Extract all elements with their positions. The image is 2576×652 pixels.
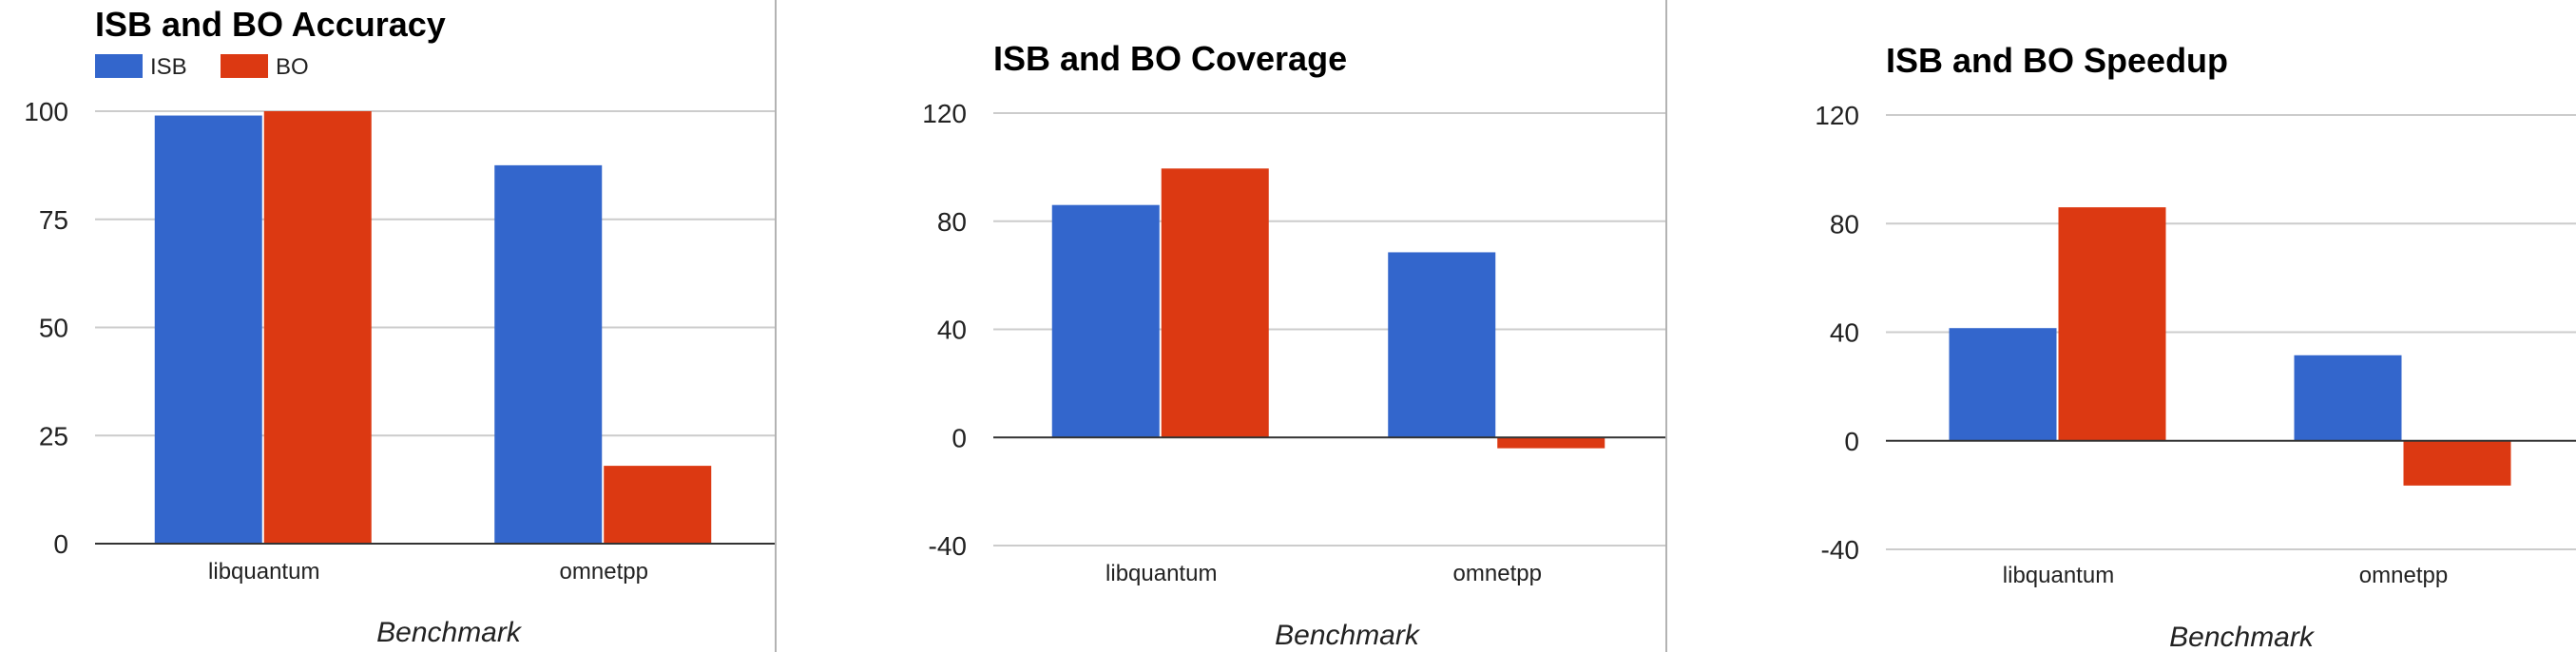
y-tick-label: -40 xyxy=(929,531,967,561)
bar-isb-libquantum xyxy=(1051,204,1160,438)
bar-isb-omnetpp xyxy=(494,164,603,544)
y-tick-label: 100 xyxy=(24,97,68,126)
x-tick-label: omnetpp xyxy=(560,559,648,585)
bars xyxy=(154,111,712,545)
bar-isb-omnetpp xyxy=(2294,355,2402,441)
y-tick-label: 25 xyxy=(39,421,68,451)
bar-bo-libquantum xyxy=(263,111,372,544)
legend-swatch-isb xyxy=(95,54,143,78)
chart-title: ISB and BO Speedup xyxy=(1886,41,2228,80)
coverage-chart-svg: ISB and BO Coverage Benchmark -40 0 40 80 12… xyxy=(922,39,1665,651)
bar-isb-libquantum xyxy=(154,115,262,545)
x-tick-label: omnetpp xyxy=(2359,563,2448,588)
y-tick-label: 75 xyxy=(39,205,68,235)
y-tick-label: 80 xyxy=(937,207,967,237)
y-tick-label: 0 xyxy=(53,529,68,559)
legend-label-isb: ISB xyxy=(150,54,187,80)
y-tick-label: -40 xyxy=(1821,535,1859,565)
gridlines xyxy=(1886,114,2576,550)
speedup-chart-svg: ISB and BO Speedup Benchmark -40 0 40 80 120… xyxy=(1815,41,2576,652)
accuracy-chart-svg: ISB and BO Accuracy ISB BO Benchmark 0 25… xyxy=(24,5,775,648)
chart-title: ISB and BO Coverage xyxy=(993,39,1347,78)
x-tick-label: libquantum xyxy=(208,559,319,585)
legend-label-bo: BO xyxy=(276,54,309,80)
x-axis-title: Benchmark xyxy=(2169,622,2316,652)
speedup-chart: ISB and BO Speedup Benchmark -40 0 40 80 120… xyxy=(1667,0,2576,652)
y-tick-label: 120 xyxy=(922,99,967,128)
x-axis-title: Benchmark xyxy=(376,617,523,648)
bar-bo-omnetpp xyxy=(604,466,712,544)
chart-title: ISB and BO Accuracy xyxy=(95,5,446,44)
bar-isb-libquantum xyxy=(1949,328,2057,441)
x-tick-label: libquantum xyxy=(2003,563,2114,588)
bars xyxy=(1949,207,2511,486)
bar-bo-omnetpp xyxy=(2403,440,2511,486)
bar-bo-omnetpp xyxy=(1497,437,1605,449)
legend-swatch-bo xyxy=(221,54,268,78)
y-tick-label: 120 xyxy=(1815,101,1859,130)
y-tick-label: 80 xyxy=(1830,209,1859,239)
y-tick-label: 40 xyxy=(937,316,967,345)
bar-bo-libquantum xyxy=(2058,207,2166,441)
y-tick-label: 0 xyxy=(1844,427,1859,456)
y-tick-label: 50 xyxy=(39,314,68,343)
panel-divider xyxy=(1665,0,1667,652)
x-tick-label: omnetpp xyxy=(1453,561,1542,586)
panel-divider xyxy=(775,0,777,652)
x-tick-label: libquantum xyxy=(1105,561,1217,586)
bar-bo-libquantum xyxy=(1161,168,1269,438)
bars xyxy=(1051,168,1605,449)
y-tick-label: 40 xyxy=(1830,318,1859,348)
bar-isb-omnetpp xyxy=(1388,252,1496,438)
coverage-chart: ISB and BO Coverage Benchmark -40 0 40 80 12… xyxy=(777,0,1665,652)
x-axis-title: Benchmark xyxy=(1275,620,1421,651)
y-tick-label: 0 xyxy=(952,423,967,452)
legend: ISB BO xyxy=(95,54,309,80)
accuracy-chart: ISB and BO Accuracy ISB BO Benchmark 0 25… xyxy=(0,0,775,652)
